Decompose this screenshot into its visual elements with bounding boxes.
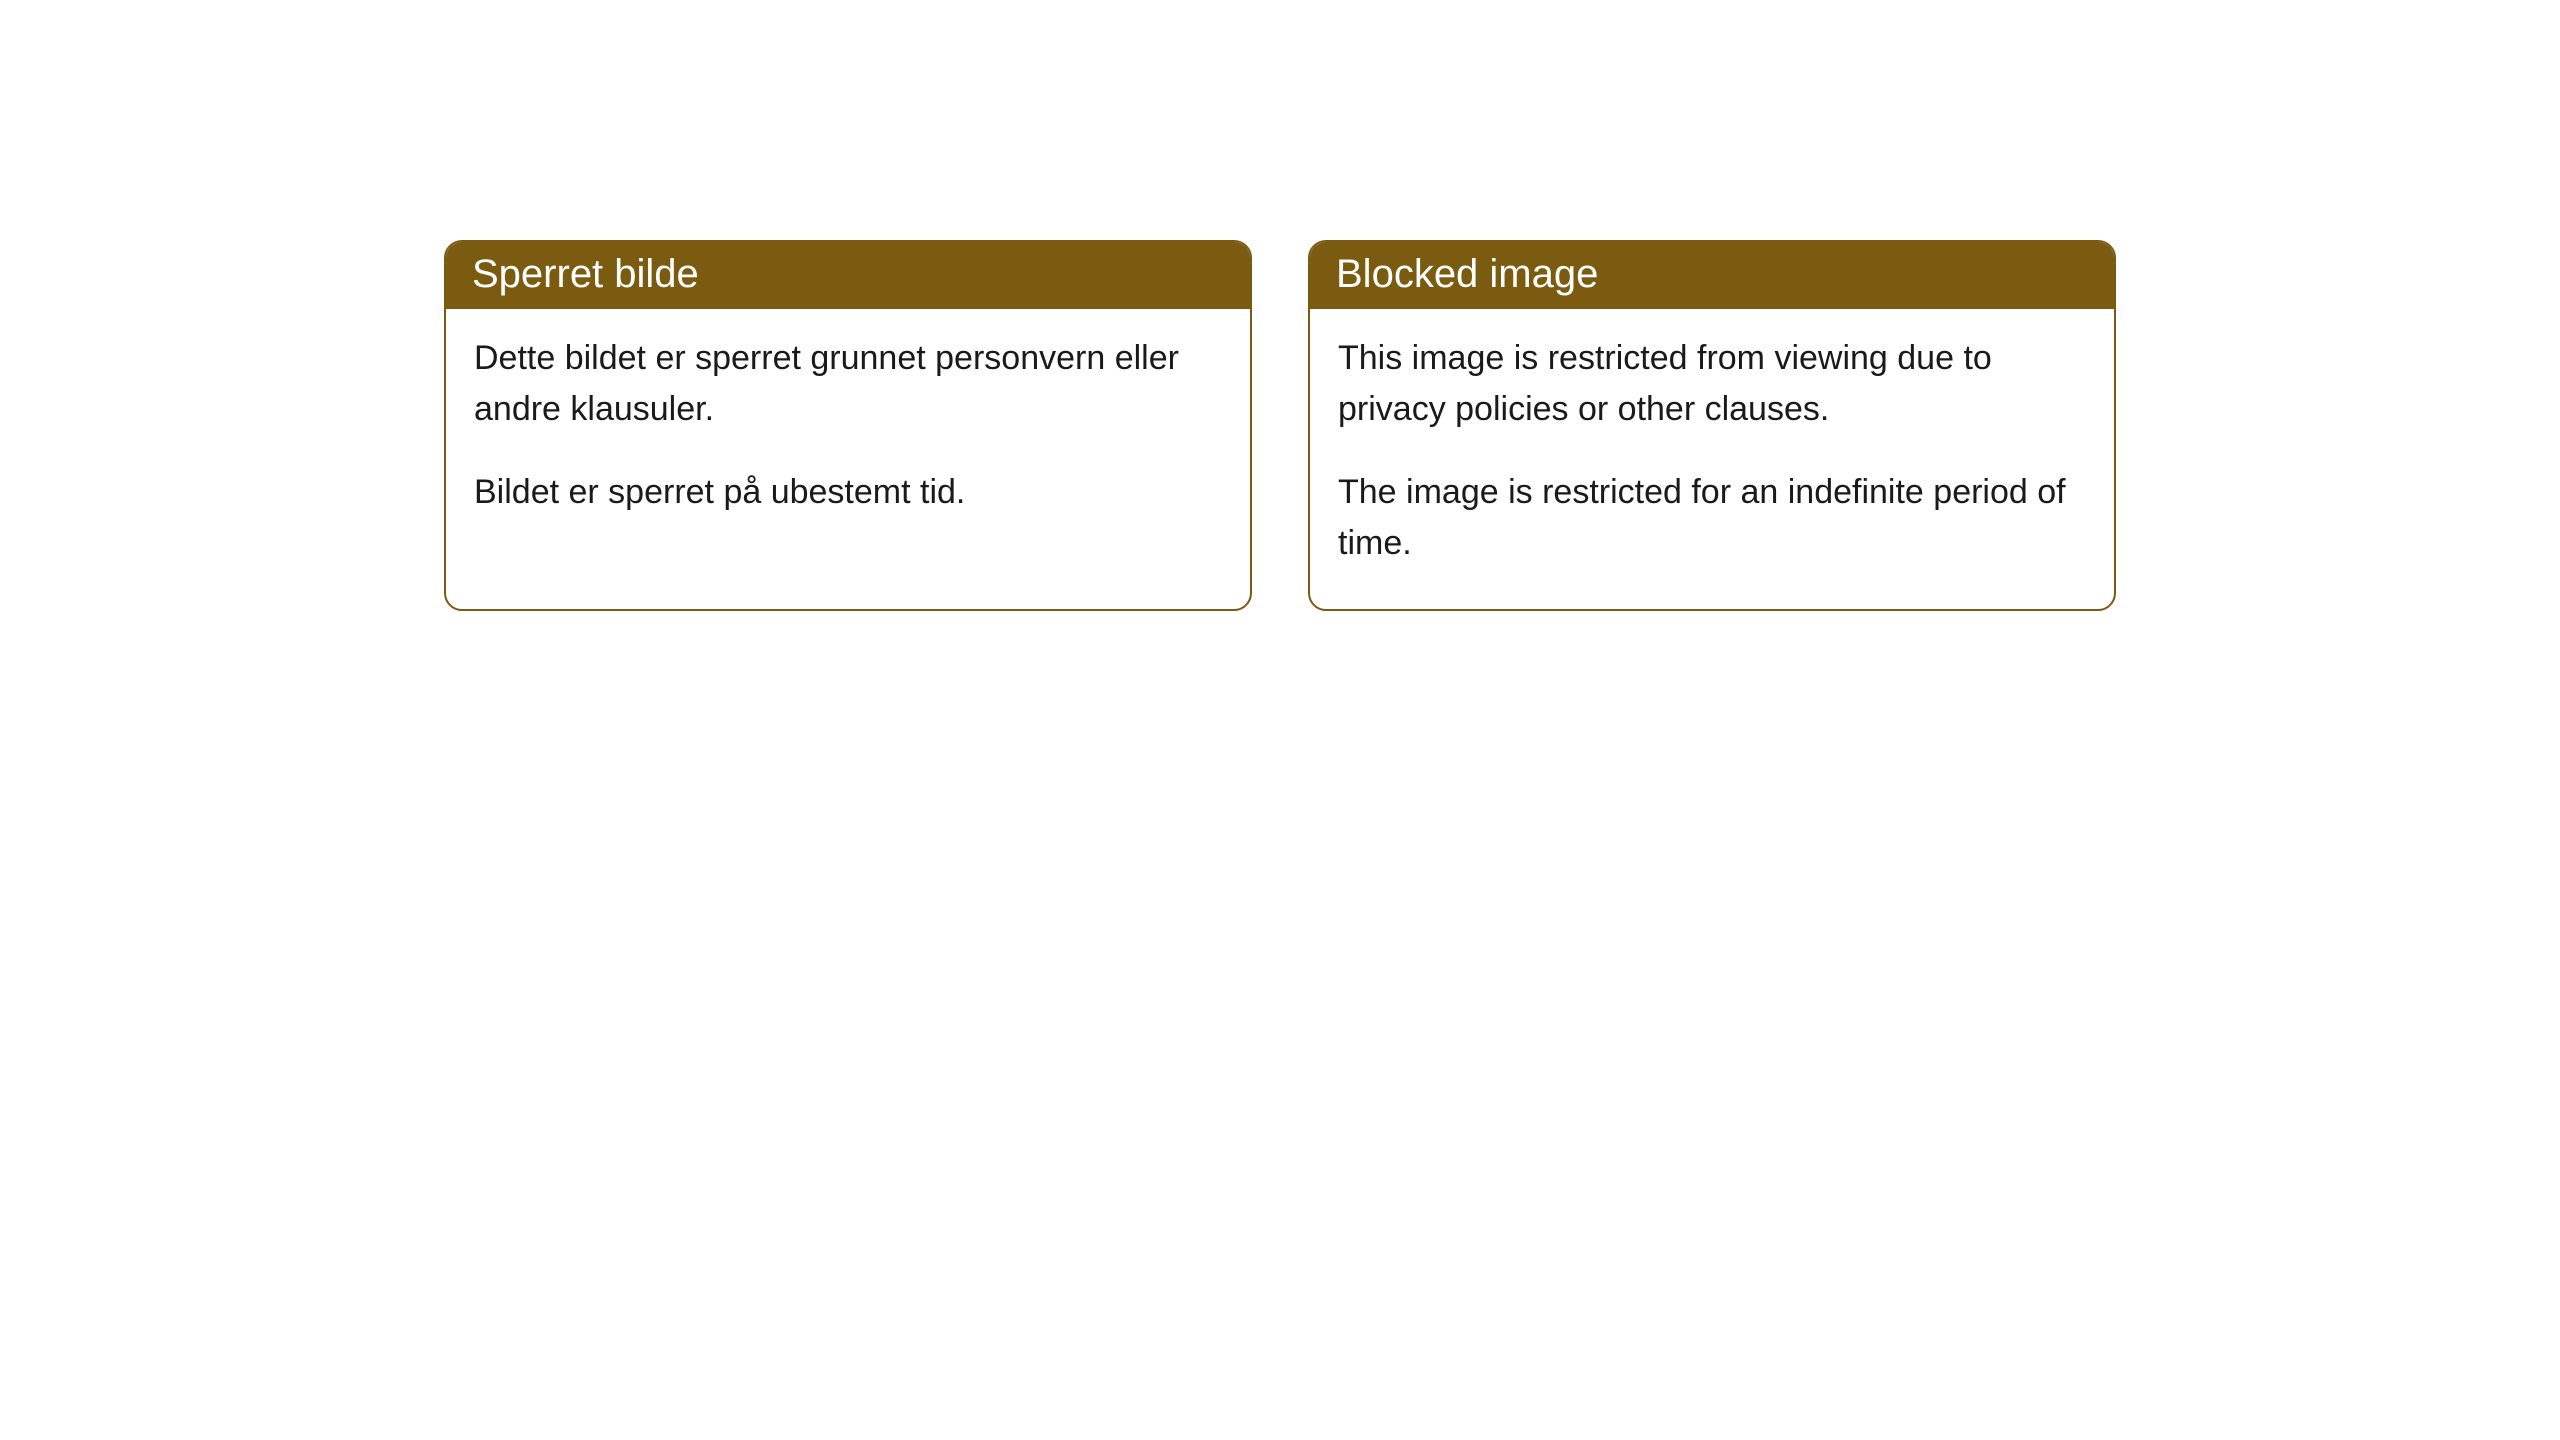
card-header-english: Blocked image	[1310, 242, 2114, 309]
blocked-image-card-norwegian: Sperret bilde Dette bildet er sperret gr…	[444, 240, 1252, 611]
card-paragraph: This image is restricted from viewing du…	[1338, 333, 2086, 435]
card-paragraph: Dette bildet er sperret grunnet personve…	[474, 333, 1222, 435]
card-title: Blocked image	[1336, 252, 1598, 296]
card-body-english: This image is restricted from viewing du…	[1310, 309, 2114, 609]
card-paragraph: Bildet er sperret på ubestemt tid.	[474, 467, 1222, 518]
card-title: Sperret bilde	[472, 252, 699, 296]
notice-cards-container: Sperret bilde Dette bildet er sperret gr…	[0, 240, 2560, 611]
card-body-norwegian: Dette bildet er sperret grunnet personve…	[446, 309, 1250, 558]
card-paragraph: The image is restricted for an indefinit…	[1338, 467, 2086, 569]
blocked-image-card-english: Blocked image This image is restricted f…	[1308, 240, 2116, 611]
card-header-norwegian: Sperret bilde	[446, 242, 1250, 309]
